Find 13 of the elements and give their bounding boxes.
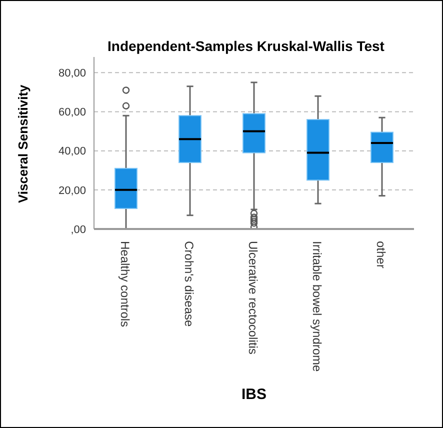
y-tick-label: 40,00 <box>58 146 86 158</box>
chart-title: Independent-Samples Kruskal-Wallis Test <box>106 38 386 54</box>
y-tick-label: 80,00 <box>58 68 86 80</box>
y-tick-label: 60,00 <box>58 106 86 119</box>
x-axis-title: IBS <box>241 386 267 403</box>
x-tick-label: Ulcerative rectocolitis <box>246 241 260 354</box>
y-tick-label: 20,00 <box>58 184 86 197</box>
y-axis-title: Visceral Sensitivity <box>16 84 31 203</box>
y-tick-label: ,00 <box>70 224 86 236</box>
x-tick-label: other <box>374 241 388 268</box>
x-tick-label: Crohn's disease <box>182 241 196 327</box>
x-tick-label: Irritable bowel syndrome <box>310 241 324 372</box>
x-tick-label: Healthy controls <box>118 241 132 328</box>
